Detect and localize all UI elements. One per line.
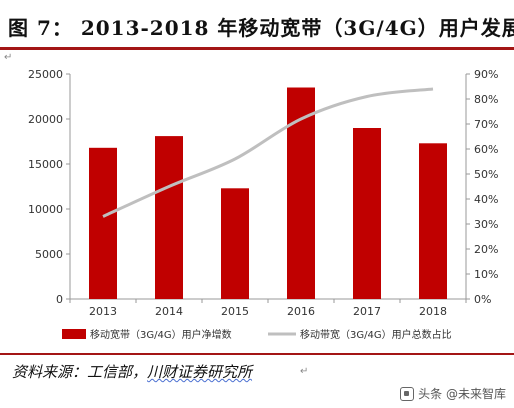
y-right-tick-label: 0%	[474, 293, 491, 306]
x-tick-label: 2018	[419, 305, 447, 318]
legend-label-bar: 移动宽带（3G/4G）用户净增数	[90, 328, 232, 341]
x-tick-label: 2013	[89, 305, 117, 318]
chart-title: 图 7： 2013-2018 年移动宽带（3G/4G）用户发展	[8, 16, 514, 40]
y-right-tick-label: 80%	[474, 93, 498, 106]
y-left-tick-label: 5000	[35, 248, 63, 261]
legend-swatch-bar	[62, 329, 86, 339]
bar	[353, 128, 381, 299]
source-prefix: 资料来源：工信部，	[12, 363, 148, 381]
y-left-tick-label: 0	[56, 293, 63, 306]
chart: 0 5000 10000 15000 20000 25000 0% 10% 20% 30% 40% 5…	[28, 68, 498, 341]
bar	[419, 143, 447, 299]
legend-label-line: 移动带宽（3G/4G）用户总数占比	[300, 328, 452, 341]
line-series	[102, 87, 434, 218]
y-left-tick-label: 25000	[28, 68, 63, 81]
bar	[221, 188, 249, 299]
bar	[155, 136, 183, 299]
y-right-tick-label: 10%	[474, 268, 498, 281]
y-right-tick-label: 70%	[474, 118, 498, 131]
source-text: 资料来源：工信部，川财证券研究所	[12, 361, 252, 382]
x-tick-label: 2014	[155, 305, 183, 318]
watermark-text: 头条 @未来智库	[418, 387, 506, 401]
paragraph-mark-icon: ↵	[300, 366, 309, 377]
y-right-tick-label: 40%	[474, 193, 498, 206]
title-bar: 图 7： 2013-2018 年移动宽带（3G/4G）用户发展	[0, 0, 514, 50]
watermark: 头条 @未来智库	[400, 385, 506, 402]
y-right-tick-label: 90%	[474, 68, 498, 81]
x-tick-label: 2017	[353, 305, 381, 318]
y-right-tick-label: 30%	[474, 218, 498, 231]
y-left-tick-label: 10000	[28, 203, 63, 216]
y-right-tick-label: 50%	[474, 168, 498, 181]
bar	[89, 147, 117, 299]
x-tick-label: 2016	[287, 305, 315, 318]
source-org: 川财证券研究所	[147, 363, 253, 381]
x-tick-label: 2015	[221, 305, 249, 318]
toutiao-logo-icon	[400, 386, 415, 401]
y-left-tick-label: 20000	[28, 113, 63, 126]
y-right-tick-label: 20%	[474, 243, 498, 256]
y-left-tick-label: 15000	[28, 158, 63, 171]
paragraph-mark-icon: ↵	[4, 52, 13, 63]
y-right-tick-label: 60%	[474, 143, 498, 156]
source-bar: 资料来源：工信部，川财证券研究所	[0, 353, 514, 383]
